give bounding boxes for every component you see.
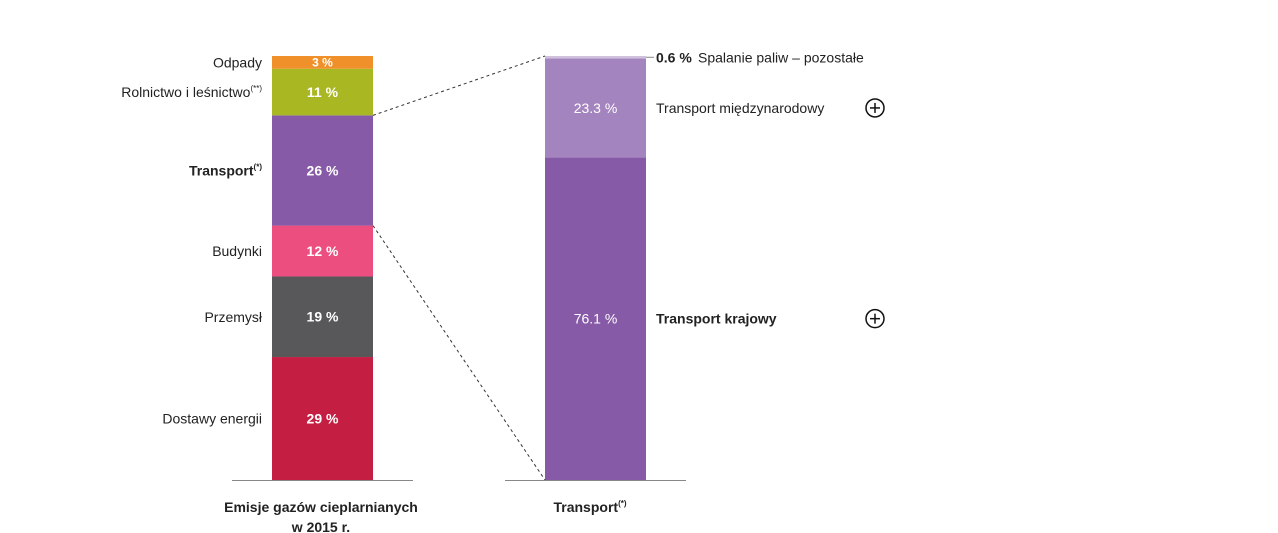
bar-segment-przemysl bbox=[272, 276, 373, 358]
bar-segment-rolnictwo-i-lesnictwo bbox=[272, 68, 373, 116]
connector-line-bottom bbox=[372, 225, 546, 481]
connector-line-top bbox=[372, 55, 546, 116]
category-label-transport-miedzynarodowy: Transport międzynarodowy bbox=[656, 100, 824, 116]
data-label-transport: 26 % bbox=[307, 162, 339, 178]
data-label-przemysl: 19 % bbox=[307, 309, 339, 325]
x-axis-title-text: Transport bbox=[553, 499, 618, 515]
category-name: Rolnictwo i leśnictwo bbox=[121, 84, 250, 100]
data-label-odpady: 3 % bbox=[312, 56, 333, 70]
bar-segment-budynki bbox=[272, 225, 373, 277]
footnote-mark: (*) bbox=[618, 499, 627, 508]
bar-segment-transport bbox=[272, 115, 373, 226]
category-name: Transport bbox=[189, 162, 254, 178]
category-name: Dostawy energii bbox=[162, 411, 262, 427]
data-label-dostawy-energii: 29 % bbox=[307, 410, 339, 426]
data-label-budynki: 12 % bbox=[307, 243, 339, 259]
bar-segment-transport-miedzynarodowy bbox=[545, 58, 646, 158]
category-label-rolnictwo-i-lesnictwo: Rolnictwo i leśnictwo(**) bbox=[121, 84, 262, 100]
x-axis-title-right: Transport(*) bbox=[553, 499, 626, 515]
category-label-transport: Transport(*) bbox=[189, 162, 262, 178]
bar-segment-transport-krajowy bbox=[545, 157, 646, 480]
circle-plus-icon-ring bbox=[865, 308, 885, 329]
category-label-dostawy-energii: Dostawy energii bbox=[162, 411, 262, 427]
data-label-rolnictwo-i-lesnictwo: 11 % bbox=[307, 84, 339, 100]
circle-plus-icon-ring bbox=[865, 98, 885, 118]
data-label-transport-krajowy: 76.1 % bbox=[574, 311, 618, 327]
category-name: Budynki bbox=[212, 243, 262, 259]
circle-plus-icon[interactable] bbox=[865, 98, 885, 118]
x-axis-title-line-2: w 2015 r. bbox=[291, 519, 350, 533]
category-label-budynki: Budynki bbox=[212, 243, 262, 259]
x-axis-title-line-1: Emisje gazów cieplarnianych bbox=[224, 499, 418, 515]
data-label-transport-miedzynarodowy: 23.3 % bbox=[574, 100, 618, 116]
bar-segment-odpady bbox=[272, 56, 373, 69]
bar-segment-spalanie-paliw-pozostale bbox=[545, 56, 646, 59]
category-name: Przemysł bbox=[204, 309, 262, 325]
category-name: Odpady bbox=[213, 54, 262, 70]
category-label-spalanie-paliw-pozostale: Spalanie paliw – pozostałe bbox=[698, 49, 864, 65]
category-label-odpady: Odpady bbox=[213, 54, 262, 70]
category-label-przemysl: Przemysł bbox=[204, 309, 262, 325]
footnote-mark: (*) bbox=[254, 162, 263, 171]
category-label-transport-krajowy: Transport krajowy bbox=[656, 311, 777, 327]
footnote-mark: (**) bbox=[250, 84, 262, 93]
data-label-spalanie-paliw-pozostale: 0.6 % bbox=[656, 49, 692, 65]
bar-segment-dostawy-energii bbox=[272, 357, 373, 480]
circle-plus-icon[interactable] bbox=[865, 308, 885, 329]
